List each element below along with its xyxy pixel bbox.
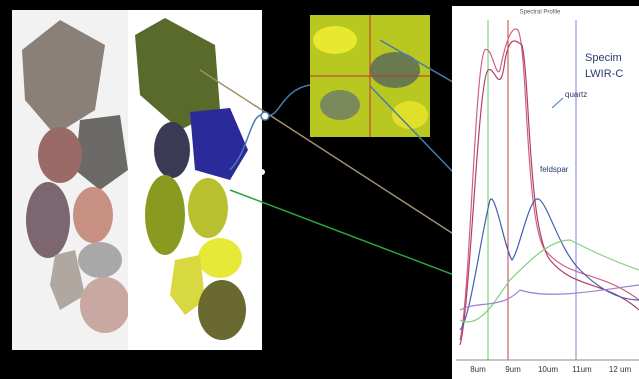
- x-label: 9um: [505, 365, 521, 374]
- x-label: 11um: [572, 365, 592, 374]
- hyperspectral-crop: [310, 15, 430, 137]
- brand-line: LWIR-C: [585, 68, 623, 80]
- quartz-label: quartz: [565, 90, 587, 99]
- callout-line: [551, 97, 564, 109]
- rock-photo: [12, 10, 140, 350]
- x-label: 12 um: [609, 365, 632, 374]
- chart-title: Spectral Profile: [520, 10, 561, 16]
- x-label: 10um: [538, 365, 558, 374]
- brand-line: Specim: [585, 52, 622, 64]
- spectral-chart: Spectral Profile quartz feldspar Specim …: [452, 6, 639, 379]
- classified-rocks: [128, 10, 262, 350]
- feldspar-label: feldspar: [540, 165, 569, 174]
- x-label: 8um: [470, 365, 486, 374]
